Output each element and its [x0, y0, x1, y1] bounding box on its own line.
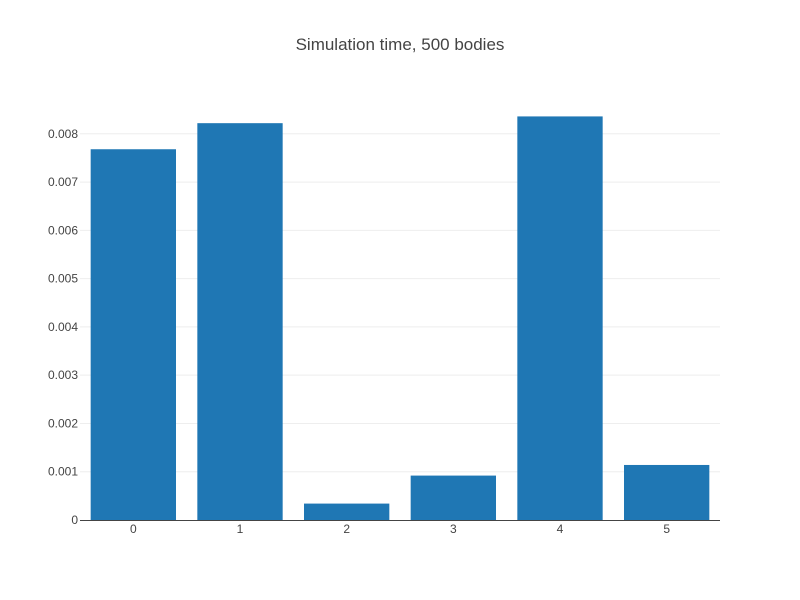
y-tick-label: 0.006 — [48, 223, 78, 237]
x-tick-label: 5 — [663, 522, 670, 536]
x-tick-label: 0 — [130, 522, 137, 536]
bar-5 — [624, 464, 710, 520]
y-tick-label: 0.003 — [48, 368, 78, 382]
x-tick-label: 3 — [450, 522, 457, 536]
y-tick-label: 0.004 — [48, 320, 78, 334]
y-tick-label: 0.001 — [48, 465, 78, 479]
bar-0 — [90, 149, 176, 520]
y-tick-label: 0.005 — [48, 272, 78, 286]
x-tick-label: 1 — [237, 522, 244, 536]
x-axis-ticks: 0 1 2 3 4 5 — [130, 522, 670, 536]
bar-4 — [517, 116, 603, 521]
gridlines — [80, 133, 720, 473]
y-tick-label: 0.008 — [48, 127, 78, 141]
x-tick-label: 2 — [343, 522, 350, 536]
bar-2 — [304, 503, 390, 520]
y-axis-ticks: 0 0.001 0.002 0.003 0.004 0.005 0.006 0.007 0.00… — [48, 127, 78, 527]
x-tick-label: 4 — [557, 522, 564, 536]
y-tick-label: 0 — [71, 513, 78, 527]
chart-title: Simulation time, 500 bodies — [296, 35, 505, 54]
y-tick-label: 0.002 — [48, 416, 78, 430]
bar-1 — [197, 123, 283, 520]
bars — [90, 116, 710, 521]
y-tick-label: 0.007 — [48, 175, 78, 189]
bar-3 — [410, 475, 496, 520]
